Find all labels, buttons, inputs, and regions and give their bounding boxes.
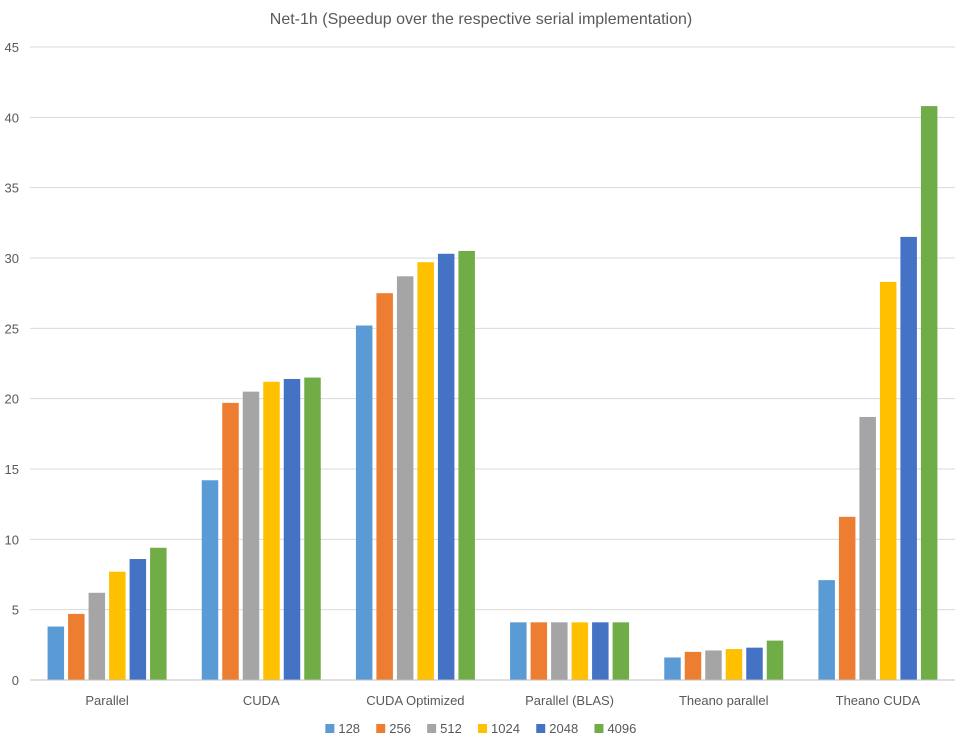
bar-4096 (304, 377, 321, 680)
bars (47, 106, 938, 680)
y-tick-label: 30 (5, 251, 19, 266)
bar-512 (242, 391, 260, 680)
bar-1024 (725, 649, 743, 680)
legend-label: 256 (389, 721, 411, 736)
legend-item: 512 (427, 721, 462, 736)
x-tick-label: CUDA (243, 693, 280, 708)
legend-label: 4096 (607, 721, 636, 736)
y-tick-label: 40 (5, 110, 19, 125)
bar-512 (859, 416, 876, 680)
bar-512 (705, 650, 722, 680)
x-tick-label: Theano CUDA (836, 693, 921, 708)
bar-512 (551, 622, 568, 680)
y-tick-label: 45 (5, 40, 19, 55)
legend-swatch (325, 724, 335, 733)
bar-1024 (417, 262, 434, 680)
y-tick-label: 15 (5, 462, 19, 477)
bar-2048 (437, 253, 455, 680)
axes: 0 5 10 15 20 25 30 35 40 45 Parallel CUDA CUDA Optim… (5, 40, 955, 708)
x-tick-label: Theano parallel (679, 693, 769, 708)
legend-swatch (376, 724, 386, 733)
legend-label: 128 (338, 721, 360, 736)
legend-label: 512 (440, 721, 462, 736)
y-tick-label: 20 (5, 392, 19, 407)
bar-256 (376, 293, 393, 680)
legend-swatch (594, 724, 604, 733)
bar-4096 (920, 106, 938, 680)
bar-512 (396, 276, 414, 680)
bar-4096 (612, 622, 630, 680)
bar-4096 (766, 640, 784, 680)
legend-item: 256 (376, 721, 411, 736)
bar-128 (201, 480, 219, 680)
bar-128 (510, 622, 527, 680)
legend-swatch (478, 724, 488, 733)
x-tick-label: CUDA Optimized (366, 693, 464, 708)
legend-swatch (427, 724, 437, 733)
bar-128 (355, 325, 373, 680)
bar-1024 (109, 571, 126, 680)
legend-item: 1024 (478, 721, 520, 736)
legend-item: 2048 (536, 721, 578, 736)
bar-256 (684, 651, 702, 680)
bar-128 (664, 657, 681, 680)
x-tick-label: Parallel (85, 693, 128, 708)
legend-item: 4096 (594, 721, 636, 736)
bar-128 (818, 580, 835, 680)
y-tick-label: 35 (5, 181, 19, 196)
bar-256 (530, 622, 548, 680)
bar-2048 (900, 236, 917, 680)
gridlines (30, 46, 955, 611)
bar-4096 (150, 547, 167, 680)
bar-1024 (571, 622, 589, 680)
bar-2048 (283, 378, 301, 680)
bar-1024 (263, 381, 280, 680)
bar-256 (838, 516, 856, 680)
bar-4096 (458, 250, 475, 680)
bar-2048 (746, 647, 763, 680)
bar-256 (68, 613, 85, 680)
y-tick-label: 5 (12, 603, 19, 618)
legend-item: 128 (325, 721, 360, 736)
bar-256 (222, 402, 239, 680)
y-tick-label: 25 (5, 321, 19, 336)
legend: 128 256 512 1024 2048 4096 (325, 721, 636, 736)
y-tick-label: 10 (5, 532, 19, 547)
bar-2048 (592, 622, 609, 680)
bar-128 (47, 626, 65, 680)
legend-label: 1024 (491, 721, 520, 736)
legend-label: 2048 (549, 721, 578, 736)
legend-swatch (536, 724, 546, 733)
bar-2048 (129, 559, 147, 680)
bar-1024 (879, 281, 897, 680)
bar-512 (88, 592, 106, 680)
y-tick-label: 0 (12, 673, 19, 688)
chart-title: Net-1h (Speedup over the respective seri… (270, 11, 692, 28)
x-tick-label: Parallel (BLAS) (525, 693, 614, 708)
